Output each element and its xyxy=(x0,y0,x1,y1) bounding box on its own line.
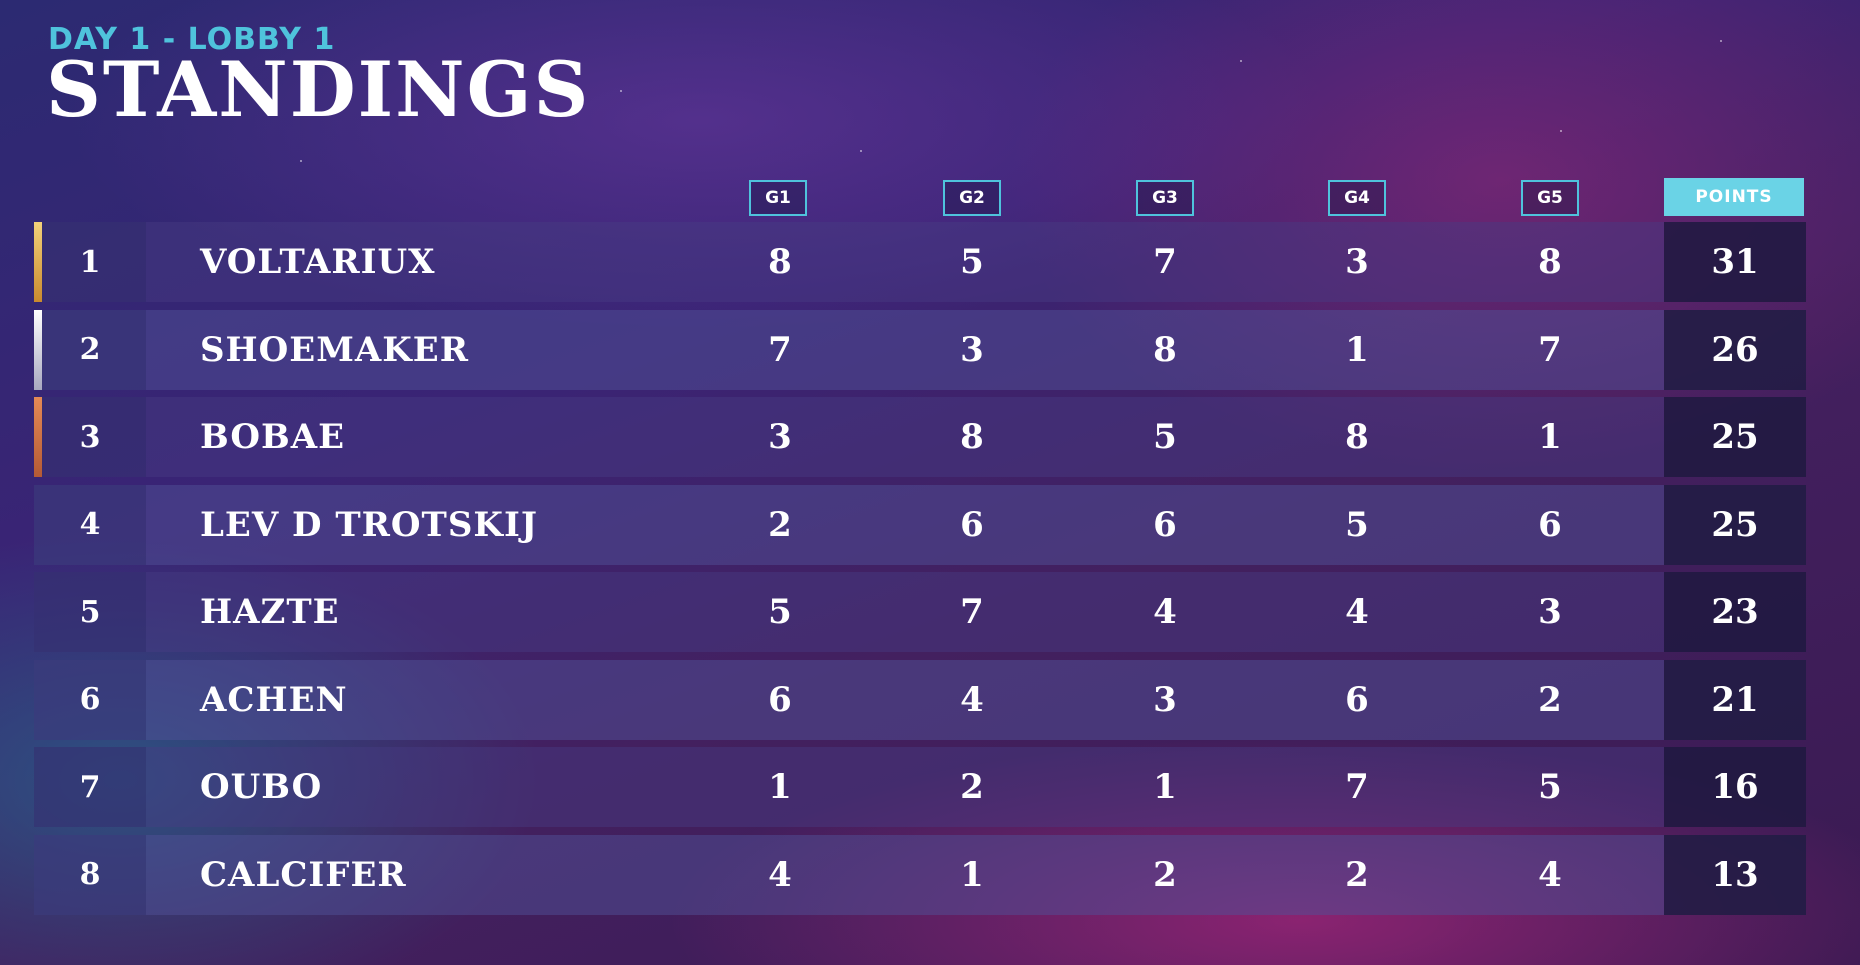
g2-score: 7 xyxy=(960,592,984,632)
g4-score: 5 xyxy=(1345,504,1369,545)
table-row: 5 HAZTE 5 7 4 4 3 23 xyxy=(34,572,1806,652)
player-name: ACHEN xyxy=(200,679,348,720)
sparkle xyxy=(1240,60,1242,62)
bronze-accent-bar xyxy=(34,397,42,477)
g5-score: 4 xyxy=(1538,854,1562,895)
g2-score: 3 xyxy=(960,329,984,370)
total-points: 16 xyxy=(1664,747,1806,827)
g5-score: 5 xyxy=(1538,767,1562,807)
sparkle xyxy=(300,160,302,162)
g3-score: 1 xyxy=(1153,767,1177,807)
g1-score: 1 xyxy=(768,767,792,807)
g1-score: 5 xyxy=(768,592,792,632)
total-points: 26 xyxy=(1664,309,1806,390)
g3-score: 8 xyxy=(1153,329,1177,370)
g1-score: 7 xyxy=(768,329,792,370)
player-name: OUBO xyxy=(200,767,323,807)
g2-score: 4 xyxy=(960,679,984,720)
silver-accent-bar xyxy=(34,309,42,390)
column-header-g4: G4 xyxy=(1328,180,1386,216)
player-name: SHOEMAKER xyxy=(200,329,469,370)
g2-score: 8 xyxy=(960,417,984,457)
table-row: 7 OUBO 1 2 1 7 5 16 xyxy=(34,747,1806,827)
page-title: STANDINGS xyxy=(46,45,591,134)
g4-score: 3 xyxy=(1345,242,1369,282)
table-row: 8 CALCIFER 4 1 2 2 4 13 xyxy=(34,834,1806,915)
rank: 5 xyxy=(34,572,146,652)
g5-score: 1 xyxy=(1538,417,1562,457)
g1-score: 2 xyxy=(768,504,792,545)
g5-score: 3 xyxy=(1538,592,1562,632)
column-header-g2: G2 xyxy=(943,180,1001,216)
column-header-points: POINTS xyxy=(1664,178,1804,216)
g3-score: 2 xyxy=(1153,854,1177,895)
rank: 8 xyxy=(34,834,146,915)
player-name: VOLTARIUX xyxy=(200,242,436,282)
g5-score: 7 xyxy=(1538,329,1562,370)
rank: 1 xyxy=(34,222,146,302)
g1-score: 8 xyxy=(768,242,792,282)
g3-score: 5 xyxy=(1153,417,1177,457)
g4-score: 2 xyxy=(1345,854,1369,895)
g2-score: 1 xyxy=(960,854,984,895)
g4-score: 7 xyxy=(1345,767,1369,807)
table-row: 1 VOLTARIUX 8 5 7 3 8 31 xyxy=(34,222,1806,302)
g4-score: 1 xyxy=(1345,329,1369,370)
g4-score: 8 xyxy=(1345,417,1369,457)
g3-score: 3 xyxy=(1153,679,1177,720)
sparkle xyxy=(860,150,862,152)
column-header-g5: G5 xyxy=(1521,180,1579,216)
table-row: 6 ACHEN 6 4 3 6 2 21 xyxy=(34,659,1806,740)
rank: 3 xyxy=(34,397,146,477)
rank: 2 xyxy=(34,309,146,390)
table-row: 3 BOBAE 3 8 5 8 1 25 xyxy=(34,397,1806,477)
table-row: 2 SHOEMAKER 7 3 8 1 7 26 xyxy=(34,309,1806,390)
player-name: HAZTE xyxy=(200,592,340,632)
total-points: 23 xyxy=(1664,572,1806,652)
g2-score: 2 xyxy=(960,767,984,807)
g2-score: 5 xyxy=(960,242,984,282)
sparkle xyxy=(1560,130,1562,132)
rank: 4 xyxy=(34,484,146,565)
g2-score: 6 xyxy=(960,504,984,545)
standings-table: 1 VOLTARIUX 8 5 7 3 8 31 2 SHOEMAKER 7 3… xyxy=(34,222,1806,922)
column-header-g3: G3 xyxy=(1136,180,1194,216)
g4-score: 4 xyxy=(1345,592,1369,632)
total-points: 25 xyxy=(1664,484,1806,565)
table-row: 4 LEV D TROTSKIJ 2 6 6 5 6 25 xyxy=(34,484,1806,565)
player-name: LEV D TROTSKIJ xyxy=(200,504,538,545)
g3-score: 6 xyxy=(1153,504,1177,545)
g3-score: 7 xyxy=(1153,242,1177,282)
g1-score: 6 xyxy=(768,679,792,720)
g5-score: 8 xyxy=(1538,242,1562,282)
player-name: BOBAE xyxy=(200,417,346,457)
rank: 7 xyxy=(34,747,146,827)
g3-score: 4 xyxy=(1153,592,1177,632)
g5-score: 2 xyxy=(1538,679,1562,720)
lobby-subtitle: DAY 1 - LOBBY 1 xyxy=(48,22,336,57)
column-header-g1: G1 xyxy=(749,180,807,216)
total-points: 13 xyxy=(1664,834,1806,915)
total-points: 31 xyxy=(1664,222,1806,302)
g1-score: 3 xyxy=(768,417,792,457)
g4-score: 6 xyxy=(1345,679,1369,720)
rank: 6 xyxy=(34,659,146,740)
total-points: 21 xyxy=(1664,659,1806,740)
g5-score: 6 xyxy=(1538,504,1562,545)
total-points: 25 xyxy=(1664,397,1806,477)
gold-accent-bar xyxy=(34,222,42,302)
player-name: CALCIFER xyxy=(200,854,407,895)
g1-score: 4 xyxy=(768,854,792,895)
sparkle xyxy=(1720,40,1722,42)
sparkle xyxy=(620,90,622,92)
